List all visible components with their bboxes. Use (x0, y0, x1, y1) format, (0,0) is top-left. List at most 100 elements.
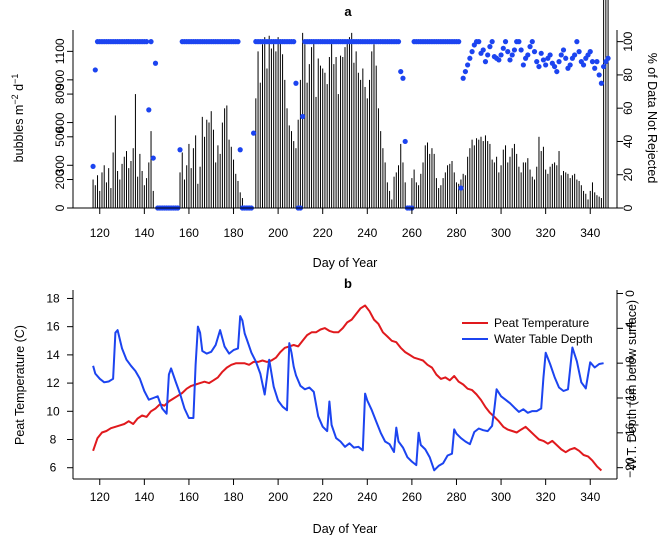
panel-a-point (476, 39, 482, 45)
panel-b-x-tick-label: 120 (90, 490, 110, 504)
panel-b-x-tick-label: 140 (134, 490, 154, 504)
panel-b-x-tick-label: 260 (402, 490, 422, 504)
panel-a-point (500, 45, 506, 51)
panel-a-left-y-tick-label: 200 (53, 169, 67, 189)
panel-a-point (235, 39, 241, 45)
panel-a-point (540, 57, 547, 63)
panel-b-right-y-tick-label: −20 (623, 457, 637, 478)
panel-a-left-y-tick-label: 0 (53, 204, 67, 211)
panel-b-left-y-tick-label: 12 (46, 376, 60, 390)
panel-a-x-tick-label: 200 (268, 226, 288, 240)
panel-a-x-tick-label: 320 (536, 226, 556, 240)
water-table-depth-line (92, 315, 604, 472)
panel-a-x-axis-label: Day of Year (313, 256, 378, 270)
panel-a-right-y-tick-label: 60 (621, 101, 635, 115)
panel-a-point (563, 55, 569, 61)
panel-a-point (518, 47, 524, 53)
panel-a-point (547, 52, 553, 58)
panel-a-point (576, 49, 582, 55)
panel-a-left-y-label-sup1: −2 (10, 94, 20, 104)
panel-a-x-tick-label: 280 (446, 226, 466, 240)
panel-a-point (560, 47, 567, 53)
panel-a-point (469, 49, 475, 55)
panel-a-point (509, 52, 515, 58)
panel-a-point (538, 50, 544, 56)
panel-a-point (567, 62, 573, 68)
panel-b-left-y-tick-label: 16 (46, 320, 60, 334)
panel-a-point (527, 44, 533, 50)
panel-a-point (300, 113, 306, 120)
panel-a-point (594, 59, 600, 65)
panel-a-point (250, 130, 257, 136)
panel-a-point (460, 75, 466, 81)
legend-label-peat-temperature: Peat Temperature (494, 316, 589, 330)
panel-b-left-y-tick-label: 10 (46, 404, 60, 418)
panel-a-point (237, 147, 243, 153)
panel-a-left-y-label-mid: d (12, 84, 26, 94)
panel-b-left-y-tick-label: 6 (50, 461, 57, 475)
panel-a-point (516, 39, 522, 45)
panel-a-point (143, 39, 150, 45)
panel-a-point (485, 52, 491, 58)
panel-a-point (589, 59, 596, 65)
panel-b-chart: b 120 140 160 180 200 220 240 260 280 300 320 340 6… (13, 276, 639, 535)
panel-b-x-tick-label: 300 (491, 490, 511, 504)
panel-a-point (148, 39, 154, 45)
panel-b-x-tick-label: 180 (224, 490, 244, 504)
panel-b-x-tick-label: 320 (536, 490, 556, 504)
panel-a-x-tick-label: 240 (357, 226, 377, 240)
panel-b-left-y-tick-label: 18 (46, 291, 60, 305)
panel-a-x-tick-label: 340 (580, 226, 600, 240)
panel-a-point (458, 185, 464, 191)
panel-a-point (293, 80, 299, 86)
panel-a-x-tick-label: 220 (313, 226, 333, 240)
panel-a-point (480, 47, 486, 53)
panel-b-legend: Peat Temperature Water Table Depth (462, 316, 593, 346)
panel-a-point (489, 39, 495, 45)
panel-b-right-y-tick-label: −12 (623, 387, 637, 408)
legend-label-water-table-depth: Water Table Depth (494, 332, 593, 346)
panel-a-right-y-tick-label: 20 (621, 168, 635, 182)
panel-a-x-tick-label: 180 (224, 226, 244, 240)
panel-a-point (605, 55, 611, 61)
panel-a-x-tick-label: 140 (134, 226, 154, 240)
panel-b-x-tick-label: 220 (313, 490, 333, 504)
panel-b-x-tick-label: 280 (446, 490, 466, 504)
panel-a-point (551, 63, 558, 70)
panel-b-x-tick-label: 340 (580, 490, 600, 504)
panel-a-x-ticks: 120 140 160 180 200 220 240 260 280 300 320 340 (90, 208, 601, 240)
panel-a-point (177, 147, 183, 153)
panel-a-point (467, 55, 473, 61)
panel-a-point (507, 57, 513, 63)
panel-a-point (498, 52, 504, 58)
panel-a-point (291, 39, 297, 45)
panel-a-left-y-tick-label: 800 (53, 84, 67, 104)
panel-b-right-y-tick-label: −4 (623, 321, 637, 335)
panel-a-point (592, 65, 598, 71)
panel-a-point (146, 107, 152, 113)
panel-a-point (511, 47, 518, 53)
panel-a-point (536, 63, 542, 70)
panel-a-chart: a 120 140 160 180 200 220 240 260 280 300 320 340 0… (10, 0, 659, 270)
panel-a-right-y-axis-label: % of Data Not Rejected (645, 53, 659, 184)
panel-a-right-y-tick-label: 80 (621, 68, 635, 82)
panel-b-x-ticks: 120 140 160 180 200 220 240 260 280 300 320 340 (90, 479, 601, 504)
panel-a-point (531, 49, 538, 55)
panel-a-point (520, 62, 526, 68)
panel-b-right-y-axis-label: W.T. Depth (cm below surface) (625, 300, 639, 470)
panel-a-x-tick-label: 160 (179, 226, 199, 240)
panel-a-point (487, 44, 493, 50)
panel-b-x-tick-label: 160 (179, 490, 199, 504)
panel-a-point (398, 68, 404, 75)
panel-a-point (598, 80, 604, 86)
panel-a-point (482, 59, 489, 65)
panel-b-right-y-tick-label: 0 (623, 290, 637, 297)
panel-a-point (601, 63, 607, 70)
panel-a-point (554, 68, 560, 75)
panel-a-point (572, 52, 578, 58)
panel-a-x-tick-label: 120 (90, 226, 110, 240)
panel-b-right-y-tick-label: −16 (623, 422, 637, 443)
panel-a-right-y-tick-label: 0 (621, 204, 635, 211)
panel-a-right-y-ticks: 0 20 40 60 80 100 (617, 31, 635, 211)
panel-a-left-y-axis-label: bubbles m−2 d−1 (10, 74, 26, 163)
